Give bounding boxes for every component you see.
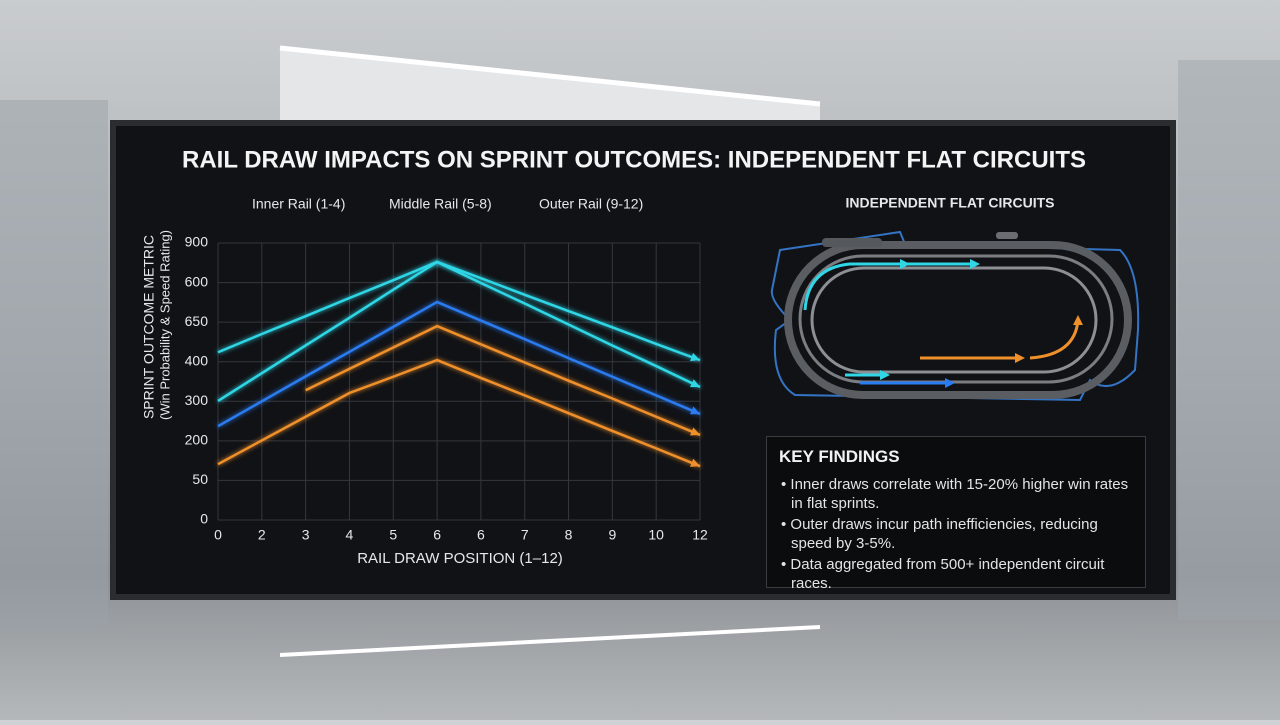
- series-line: [305, 324, 701, 437]
- plot: 0 50 200 300 400 650 600 900 0 2 3 4 5 6 6 7 8 9 10 12 Inner…: [185, 196, 708, 543]
- chart-title: RAIL DRAW IMPACTS ON SPRINT OUTCOMES: IN…: [182, 146, 1086, 173]
- arrowhead: [690, 427, 700, 436]
- x-tick-label: 8: [565, 527, 573, 543]
- arrowhead: [690, 406, 700, 415]
- y-axis-sublabel: (Win Probability & Speed Rating): [157, 230, 172, 420]
- legend-label: Middle Rail (5-8): [389, 196, 492, 212]
- arrowhead: [690, 352, 700, 362]
- finding: Data aggregated from 500+ independent ci…: [790, 555, 1133, 593]
- arrowhead: [690, 379, 700, 388]
- y-tick-label: 0: [200, 511, 208, 527]
- y-axis-label: SPRINT OUTCOME METRIC: [141, 235, 157, 419]
- x-tick-label: 3: [302, 527, 310, 543]
- x-axis-label: RAIL DRAW POSITION (1–12): [357, 550, 563, 567]
- y-tick-label: 300: [185, 392, 209, 408]
- x-tick-label: 2: [258, 527, 266, 543]
- x-tick-label: 9: [608, 527, 616, 543]
- series-line: [217, 300, 701, 428]
- legend-label: Outer Rail (9-12): [539, 196, 643, 212]
- x-tick-label: 12: [692, 527, 708, 543]
- y-tick-label: 900: [185, 234, 209, 250]
- findings-list: Inner draws correlate with 15-20% higher…: [779, 475, 1133, 593]
- x-tick-label: 5: [389, 527, 397, 543]
- x-tick-label: 6: [433, 527, 441, 543]
- y-tick-label: 600: [185, 273, 209, 289]
- finding: Inner draws correlate with 15-20% higher…: [790, 475, 1133, 513]
- x-tick-label: 6: [477, 527, 485, 543]
- y-tick-label: 650: [185, 313, 209, 329]
- series-line: [217, 260, 701, 362]
- findings-heading: KEY FINDINGS: [779, 447, 900, 466]
- series-line: [217, 358, 701, 468]
- glass-wall: [0, 100, 108, 630]
- glass-wall: [1178, 60, 1280, 620]
- track-title: INDEPENDENT FLAT CIRCUITS: [846, 195, 1055, 211]
- ceiling-light: [280, 48, 820, 125]
- x-tick-label: 0: [214, 527, 222, 543]
- x-tick-label: 7: [521, 527, 529, 543]
- arrowhead: [690, 458, 700, 467]
- series-line: [217, 260, 701, 402]
- finding: Outer draws incur path inefficiencies, r…: [790, 515, 1133, 553]
- key-findings: KEY FINDINGS Inner draws correlate with …: [766, 436, 1146, 592]
- x-tick-label: 4: [346, 527, 354, 543]
- x-tick-label: 10: [648, 527, 664, 543]
- legend-label: Inner Rail (1-4): [252, 196, 345, 212]
- track-diagram: [770, 230, 1140, 402]
- light-strip: [279, 45, 821, 107]
- light-reflection: [279, 625, 821, 657]
- y-tick-label: 400: [185, 352, 209, 368]
- y-tick-label: 200: [185, 432, 209, 448]
- y-tick-label: 50: [192, 471, 208, 487]
